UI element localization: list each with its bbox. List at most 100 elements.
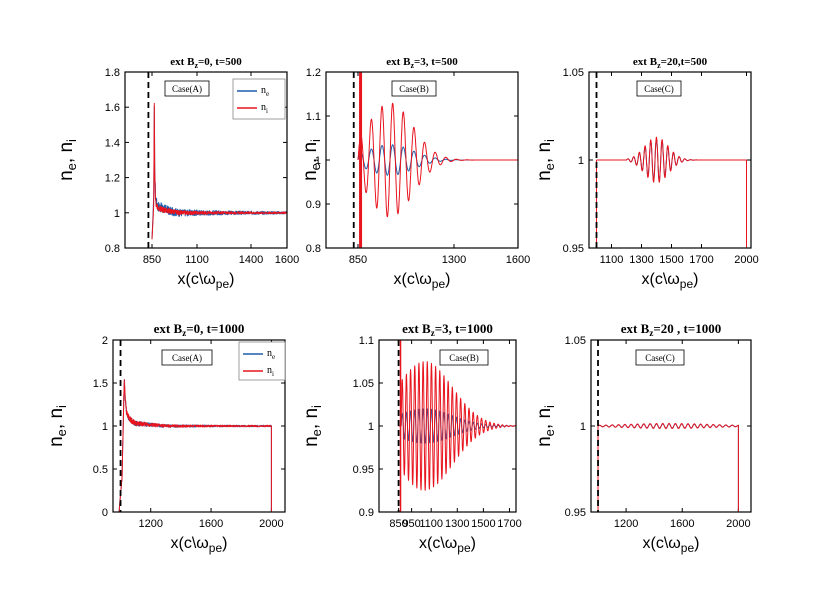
x-tick-label: 1600 [506,254,530,266]
subplot-title: ext Bz=20 , t=1000 [621,321,721,338]
x-tick-label: 1100 [185,254,209,266]
x-tick-label: 1700 [497,518,521,530]
x-tick-label: 850 [389,518,407,530]
y-axis-label: ne, ni [56,139,79,181]
x-tick-label: 950 [402,518,420,530]
y-tick-label: 0.95 [563,243,584,255]
x-tick-label: 2000 [259,518,283,530]
y-tick-label: 0 [102,507,108,519]
x-tick-label: 850 [349,254,367,266]
subplot-1: 0.8 1 1.2 1.4 1.6 1.8 850 1100 1400 1600 Case(A) ne… [56,56,299,291]
x-tick-label: 1200 [138,518,162,530]
series-ni-line [597,422,739,512]
y-tick-label: 1.4 [105,137,120,149]
case-label: Case(A) [172,84,202,94]
legend-label-ne: ne [261,85,269,98]
y-tick-label: 1.1 [306,111,321,123]
case-label: Case(B) [399,84,429,94]
y-axis-label: ne, ni [534,139,557,181]
subplot-4: 0 0.5 1 1.5 2 1200 1600 2000 Case(A) ne ni ext Bz=0… [46,321,286,555]
plot-area [151,102,287,240]
case-label-box [391,80,437,97]
plot-area [596,136,747,248]
subplot-title: ext Bz=20,t=500 [633,56,708,70]
case-label: Case(C) [644,84,674,94]
series-ni-line [118,379,272,512]
y-axis-label: ne, ni [46,405,69,447]
subplot-title: ext Bz=0, t=500 [170,56,242,70]
x-tick-label: 1300 [442,254,466,266]
x-tick-label: 1600 [275,254,299,266]
y-tick-label: 0.9 [359,507,374,519]
case-label-box [636,80,682,97]
plot-area [398,340,516,512]
x-tick-label: 2000 [734,254,758,266]
y-tick-label: 1 [580,421,586,433]
legend-label-ni: ni [261,102,268,115]
x-axis-label: x(c\ωpe) [178,271,235,291]
case-label: Case(A) [172,353,202,363]
legend-label-ne: ne [267,348,275,361]
axes-frame [588,71,752,249]
plot-area [357,72,518,248]
legend-box [238,341,286,381]
y-tick-label: 1.05 [565,335,586,347]
series-ne-line [118,379,272,512]
case-label-box [635,349,685,366]
y-tick-label: 0.95 [565,507,586,519]
case-label: Case(C) [645,353,675,363]
y-tick-label: 1 [368,421,374,433]
plot-area [118,379,272,512]
x-tick-label: 1300 [629,254,653,266]
y-tick-label: 1 [102,421,108,433]
x-axis-label: x(c\ωpe) [642,271,699,291]
x-tick-label: 850 [143,254,161,266]
y-tick-label: 0.5 [93,464,108,476]
x-tick-label: 1500 [471,518,495,530]
y-tick-label: 0.8 [306,243,321,255]
series-ni-line [398,361,516,491]
case-label-box [164,80,210,97]
case-label-box [439,349,489,366]
y-tick-label: 1.05 [563,67,584,79]
x-tick-label: 1500 [659,254,683,266]
x-tick-label: 1400 [239,254,263,266]
x-tick-label: 1700 [689,254,713,266]
x-tick-label: 1600 [670,518,694,530]
y-tick-label: 1.2 [105,173,120,185]
y-tick-label: 1.05 [353,378,374,390]
case-label: Case(B) [449,353,479,363]
subplot-6: 0.95 1 1.05 1200 1600 2000 Case(C) ext Bz=20 , … [534,321,752,555]
x-tick-label: 1600 [199,518,223,530]
y-axis-label: ne, ni [300,139,323,181]
subplot-title: ext Bz=3, t=1000 [402,321,493,338]
y-axis-label: ne, ni [534,405,557,447]
y-tick-label: 1 [578,155,584,167]
axes-frame [378,339,517,513]
y-tick-label: 0.9 [306,199,321,211]
x-axis-label: x(c\ωpe) [171,535,228,555]
series-ne-line [151,105,287,240]
y-tick-label: 1.1 [359,335,374,347]
y-tick-label: 1.6 [105,102,120,114]
y-tick-label: 2 [102,335,108,347]
axes-frame [325,71,519,249]
legend-box [232,78,286,120]
x-tick-label: 1300 [445,518,469,530]
series-ni-line [357,102,518,218]
plot-area [597,422,739,512]
series-ne-line [597,423,739,512]
y-tick-label: 1.2 [306,67,321,79]
legend-label-ni: ni [267,365,274,378]
subplot-3: 0.95 1 1.05 1100 1300 1500 1700 2000 Case(C) ext … [534,56,759,291]
x-tick-label: 1200 [614,518,638,530]
axes-frame [590,339,752,513]
y-tick-label: 1 [315,155,321,167]
x-tick-label: 1100 [600,254,624,266]
series-ni-line [596,136,747,248]
y-tick-label: 0.8 [105,243,120,255]
x-axis-label: x(c\ωpe) [419,535,476,555]
case-label-box [161,349,213,366]
y-axis-label: ne, ni [301,405,324,447]
